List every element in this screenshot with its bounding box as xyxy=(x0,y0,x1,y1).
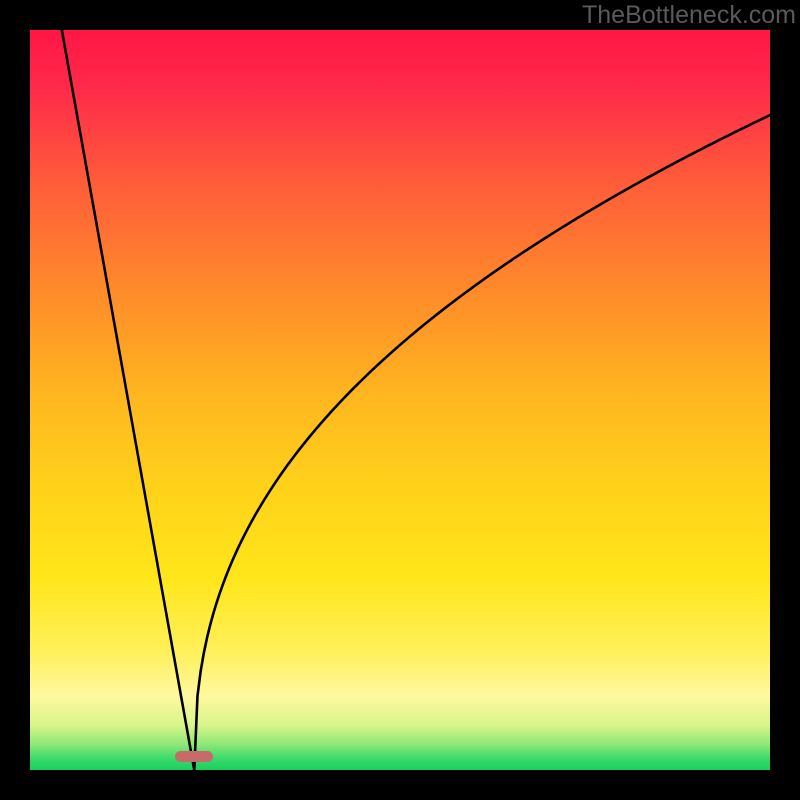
watermark-text: TheBottleneck.com xyxy=(582,1,796,30)
bottleneck-curve xyxy=(0,0,800,800)
dip-marker xyxy=(175,751,213,762)
